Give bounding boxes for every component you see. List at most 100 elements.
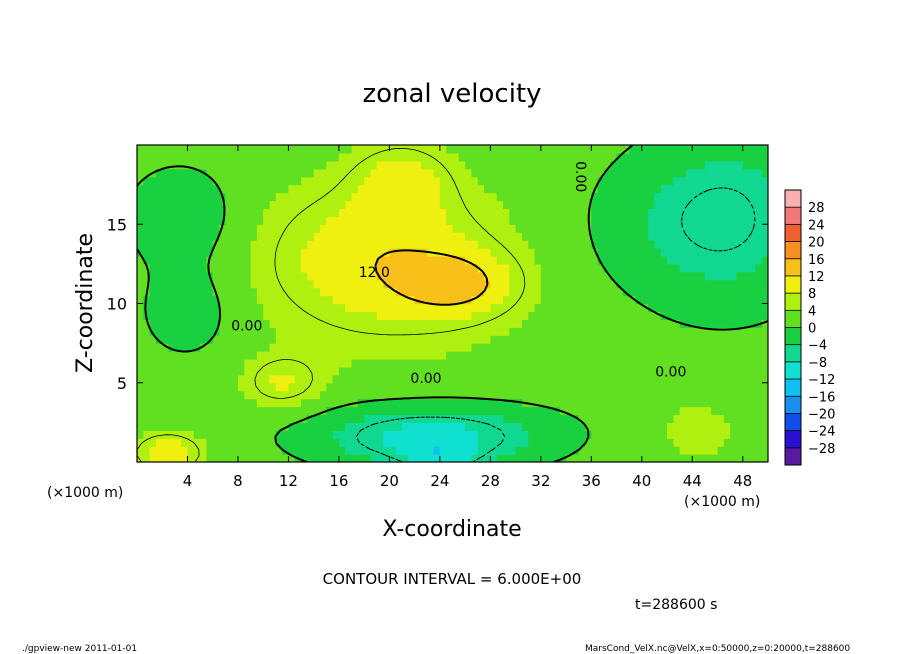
field-cell bbox=[553, 263, 561, 273]
field-cell bbox=[477, 160, 485, 170]
field-cell bbox=[319, 422, 327, 431]
field-cell bbox=[755, 430, 763, 439]
field-cell bbox=[193, 263, 201, 273]
field-cell bbox=[698, 382, 706, 392]
field-cell bbox=[162, 232, 170, 241]
field-cell bbox=[603, 248, 611, 257]
field-cell bbox=[181, 335, 189, 344]
field-cell bbox=[187, 279, 195, 289]
field-cell bbox=[446, 271, 454, 281]
field-cell bbox=[610, 287, 618, 297]
field-cell bbox=[414, 184, 422, 194]
field-cell bbox=[162, 255, 170, 265]
field-cell bbox=[534, 335, 542, 344]
field-cell bbox=[326, 303, 334, 313]
field-cell bbox=[370, 295, 378, 305]
field-cell bbox=[755, 398, 763, 408]
field-cell bbox=[685, 422, 693, 431]
colorbar-swatch bbox=[785, 379, 801, 397]
field-cell bbox=[433, 398, 441, 408]
field-cell bbox=[641, 160, 649, 170]
field-cell bbox=[155, 311, 163, 320]
field-cell bbox=[540, 446, 548, 455]
field-cell bbox=[755, 454, 763, 462]
field-cell bbox=[319, 184, 327, 194]
field-cell bbox=[364, 255, 372, 265]
field-cell bbox=[408, 398, 416, 408]
field-cell bbox=[275, 208, 283, 217]
field-cell bbox=[458, 192, 466, 202]
field-cell bbox=[250, 303, 258, 313]
field-cell bbox=[648, 343, 656, 352]
field-cell bbox=[679, 398, 687, 408]
field-cell bbox=[357, 168, 365, 178]
field-cell bbox=[313, 374, 321, 384]
field-cell bbox=[212, 145, 220, 154]
field-cell bbox=[749, 160, 756, 170]
field-cell bbox=[667, 398, 674, 408]
field-cell bbox=[332, 351, 340, 360]
field-cell bbox=[433, 271, 441, 281]
field-cell bbox=[275, 271, 283, 281]
field-cell bbox=[547, 248, 555, 257]
field-cell bbox=[622, 263, 630, 273]
field-cell bbox=[351, 240, 359, 249]
field-cell bbox=[256, 192, 264, 202]
field-cell bbox=[225, 414, 233, 423]
field-cell bbox=[212, 200, 220, 210]
field-cell bbox=[244, 327, 252, 336]
field-cell bbox=[704, 327, 712, 336]
field-cell bbox=[490, 335, 498, 344]
field-cell bbox=[471, 255, 479, 265]
field-cell bbox=[730, 255, 738, 265]
field-cell bbox=[364, 145, 372, 154]
field-cell bbox=[540, 406, 548, 416]
field-cell bbox=[559, 240, 567, 249]
field-cell bbox=[553, 176, 561, 186]
field-cell bbox=[610, 382, 618, 392]
field-cell bbox=[452, 446, 460, 455]
field-cell bbox=[648, 311, 656, 320]
field-cell bbox=[528, 176, 536, 186]
field-cell bbox=[622, 152, 630, 162]
field-cell bbox=[585, 200, 592, 210]
field-cell bbox=[654, 271, 662, 281]
field-cell bbox=[458, 160, 466, 170]
field-cell bbox=[414, 287, 422, 297]
field-cell bbox=[730, 208, 738, 217]
field-cell bbox=[376, 446, 384, 455]
field-cell bbox=[723, 263, 731, 273]
field-cell bbox=[566, 287, 573, 297]
field-cell bbox=[408, 358, 416, 368]
field-cell bbox=[137, 406, 144, 416]
field-cell bbox=[629, 271, 637, 281]
field-cell bbox=[755, 255, 763, 265]
field-cell bbox=[193, 168, 201, 178]
field-cell bbox=[200, 390, 208, 400]
field-cell bbox=[357, 382, 365, 392]
field-cell bbox=[603, 200, 611, 210]
field-cell bbox=[685, 176, 693, 186]
field-cell bbox=[749, 255, 756, 265]
field-cell bbox=[439, 152, 447, 162]
field-cell bbox=[660, 343, 668, 352]
field-cell bbox=[256, 398, 264, 408]
field-cell bbox=[648, 422, 656, 431]
field-cell bbox=[168, 390, 176, 400]
field-cell bbox=[427, 263, 435, 273]
field-cell bbox=[338, 422, 346, 431]
field-cell bbox=[370, 192, 378, 202]
field-cell bbox=[345, 263, 353, 273]
field-cell bbox=[685, 319, 693, 328]
field-cell bbox=[629, 319, 637, 328]
field-cell bbox=[603, 145, 611, 154]
field-cell bbox=[155, 263, 163, 273]
field-cell bbox=[155, 319, 163, 328]
field-cell bbox=[288, 184, 296, 194]
field-cell bbox=[275, 295, 283, 305]
field-cell bbox=[433, 454, 441, 462]
field-cell bbox=[137, 279, 144, 289]
field-cell bbox=[162, 271, 170, 281]
field-cell bbox=[269, 343, 277, 352]
field-cell bbox=[502, 287, 510, 297]
